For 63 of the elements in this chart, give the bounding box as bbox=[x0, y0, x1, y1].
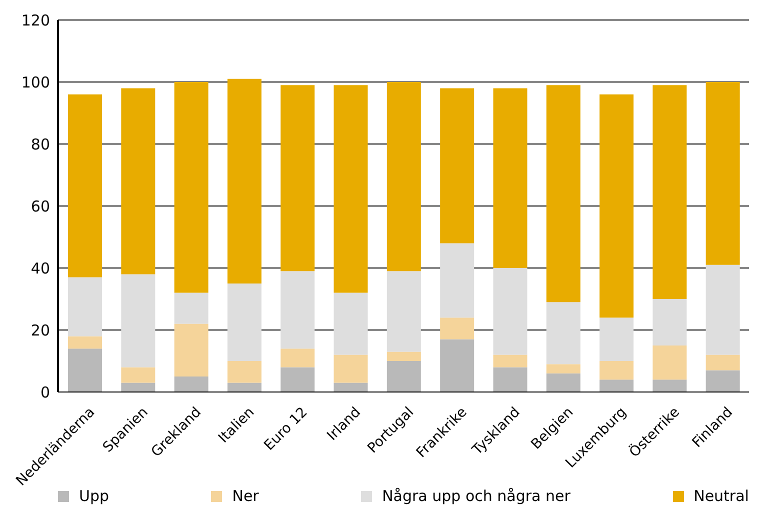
bar bbox=[706, 370, 740, 392]
bar bbox=[600, 94, 634, 318]
bar bbox=[68, 348, 102, 392]
bar bbox=[334, 382, 368, 392]
bar bbox=[706, 264, 740, 355]
legend-label: Neutral bbox=[694, 487, 749, 505]
bar bbox=[546, 373, 580, 392]
bar bbox=[280, 348, 315, 368]
y-tick-label: 0 bbox=[40, 383, 50, 402]
bar bbox=[68, 94, 102, 278]
bar bbox=[440, 339, 474, 392]
bar bbox=[706, 82, 740, 265]
bar bbox=[493, 88, 528, 268]
legend-label: Några upp och några ner bbox=[382, 487, 570, 505]
bar bbox=[121, 88, 156, 274]
bar bbox=[706, 354, 740, 370]
bar bbox=[174, 82, 208, 293]
bar bbox=[600, 380, 634, 392]
bar bbox=[68, 277, 102, 336]
bar bbox=[386, 352, 421, 361]
bar bbox=[652, 299, 687, 346]
y-tick-label: 60 bbox=[30, 197, 50, 216]
bar bbox=[386, 361, 421, 392]
bar bbox=[334, 354, 368, 383]
bar bbox=[386, 271, 421, 352]
bar bbox=[174, 324, 208, 376]
bar bbox=[600, 361, 634, 380]
bar bbox=[68, 336, 102, 349]
bar bbox=[652, 380, 687, 392]
bar bbox=[493, 367, 528, 392]
y-tick-label: 120 bbox=[21, 11, 50, 30]
bar bbox=[227, 284, 262, 361]
bar bbox=[546, 364, 580, 374]
bar bbox=[386, 82, 421, 272]
y-tick-label: 100 bbox=[21, 73, 50, 92]
y-tick-label: 80 bbox=[30, 135, 50, 154]
bar bbox=[227, 78, 262, 284]
bar bbox=[227, 361, 262, 383]
bar bbox=[334, 292, 368, 355]
bar bbox=[440, 318, 474, 340]
bar bbox=[174, 292, 208, 324]
bar bbox=[493, 354, 528, 368]
bar bbox=[546, 302, 580, 364]
y-tick-label: 40 bbox=[30, 259, 50, 278]
bar bbox=[493, 268, 528, 355]
bar bbox=[121, 274, 156, 368]
y-tick-label: 20 bbox=[30, 321, 50, 340]
bar bbox=[652, 85, 687, 299]
bar bbox=[600, 318, 634, 361]
legend-label: Upp bbox=[79, 487, 110, 505]
legend-label: Ner bbox=[232, 487, 259, 505]
bar bbox=[440, 88, 474, 244]
bar bbox=[227, 382, 262, 392]
bar bbox=[440, 243, 474, 318]
bar bbox=[334, 85, 368, 293]
bar bbox=[652, 346, 687, 380]
bar bbox=[121, 367, 156, 383]
bar bbox=[280, 85, 315, 272]
bar bbox=[546, 85, 580, 302]
bar bbox=[121, 382, 156, 392]
bar bbox=[280, 367, 315, 392]
bar bbox=[174, 376, 208, 392]
bar bbox=[280, 271, 315, 349]
